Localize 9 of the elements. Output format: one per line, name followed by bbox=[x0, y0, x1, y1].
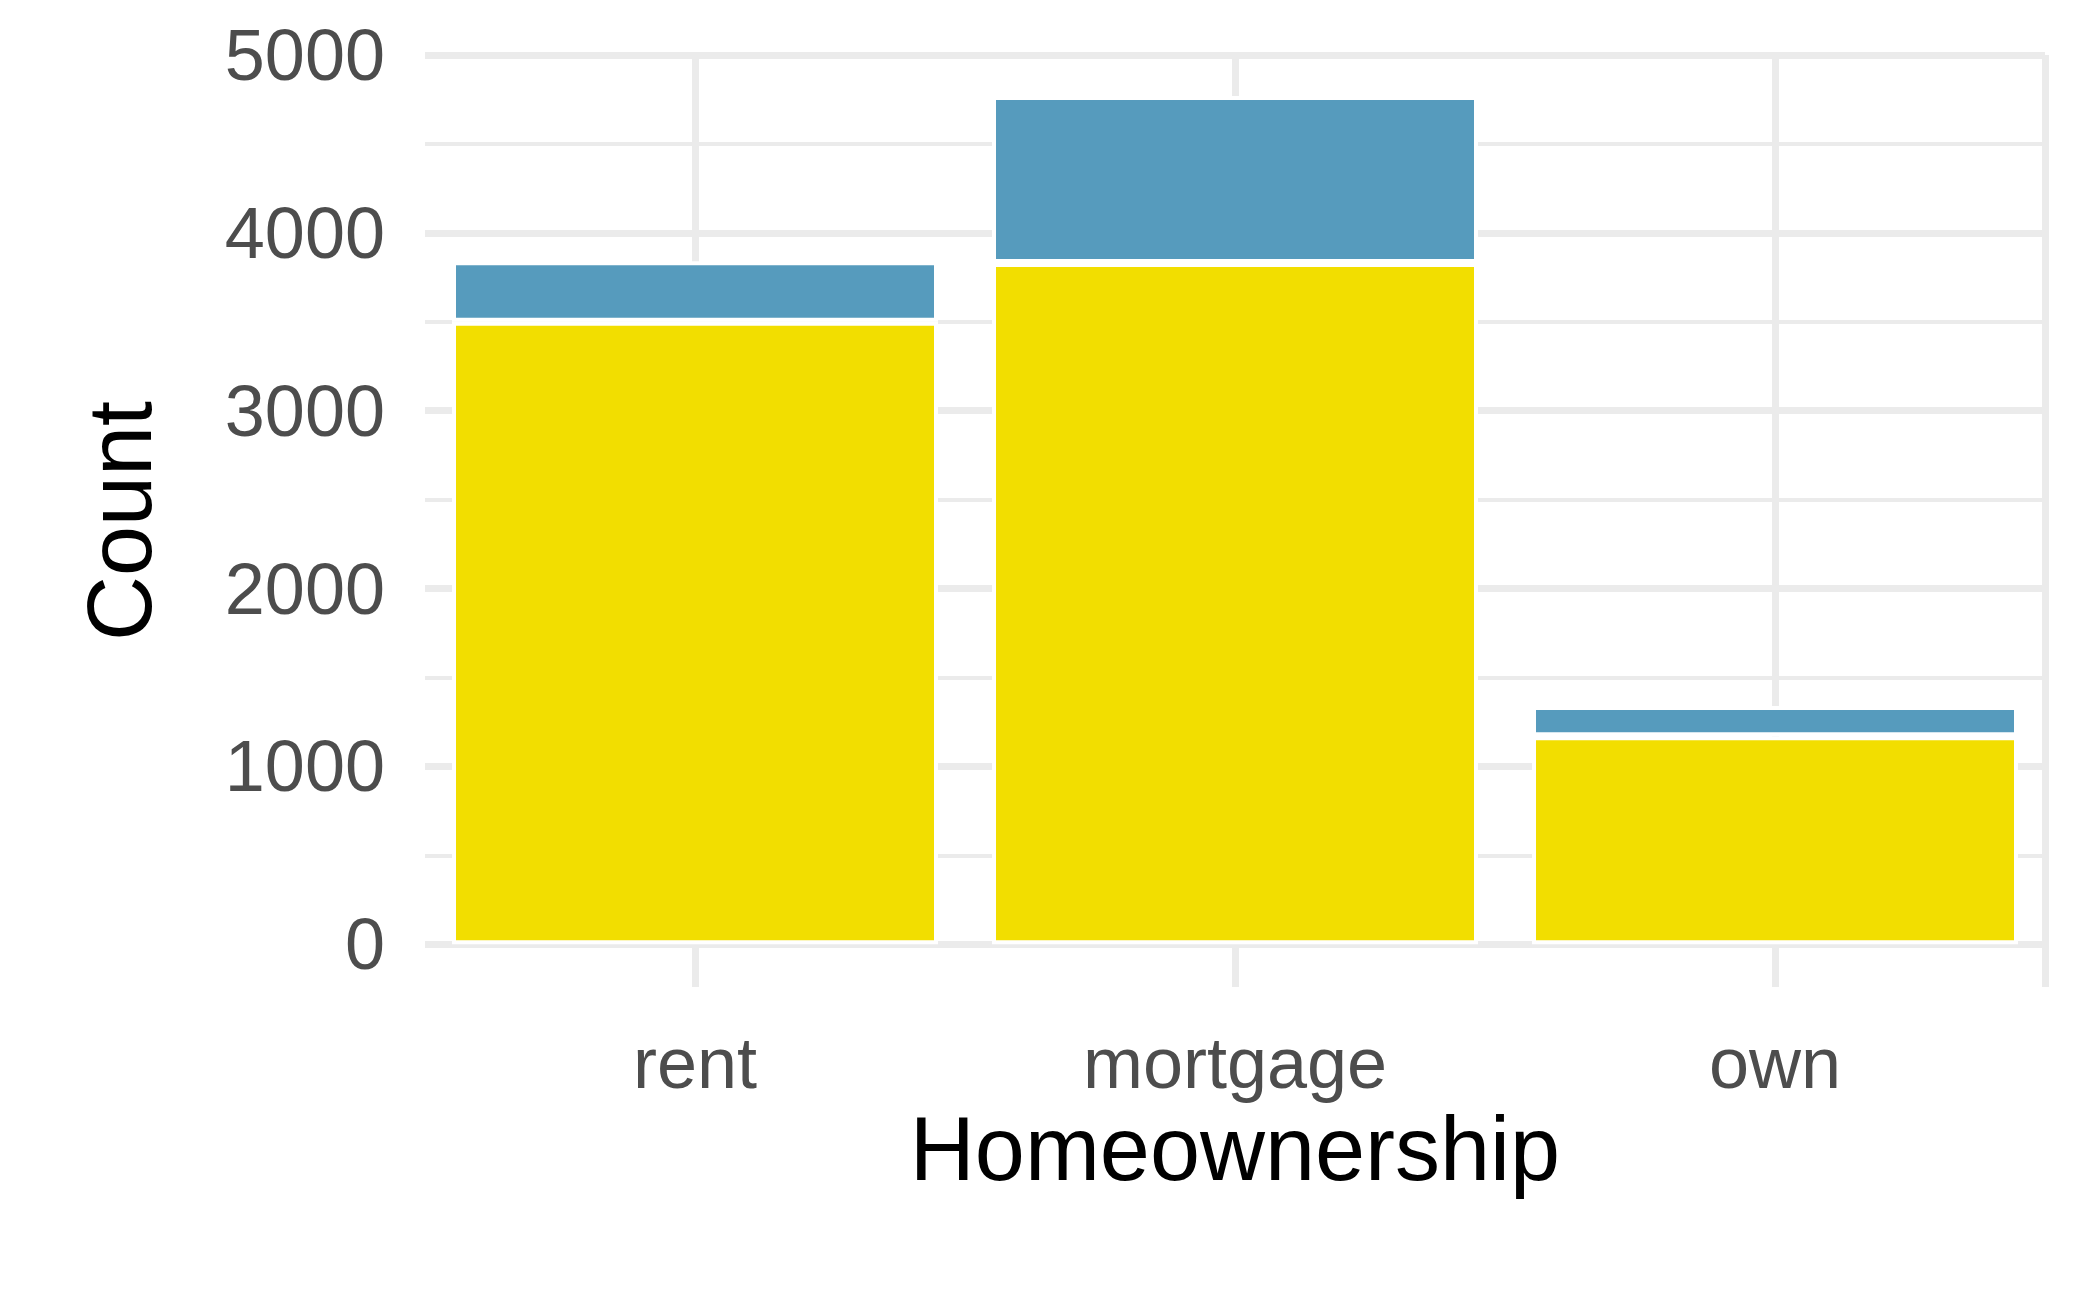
y-tick-label: 3000 bbox=[224, 370, 385, 451]
y-tick-label: 1000 bbox=[224, 726, 385, 807]
y-tick-label: 5000 bbox=[224, 15, 385, 95]
y-tick-label: 2000 bbox=[224, 548, 385, 629]
y-tick-label: 4000 bbox=[224, 192, 385, 273]
x-tick-label: rent bbox=[632, 1023, 758, 1103]
y-tick-label: 0 bbox=[344, 904, 385, 985]
y-axis-title: Count bbox=[70, 400, 170, 642]
x-tick-label: own bbox=[1708, 1023, 1842, 1103]
